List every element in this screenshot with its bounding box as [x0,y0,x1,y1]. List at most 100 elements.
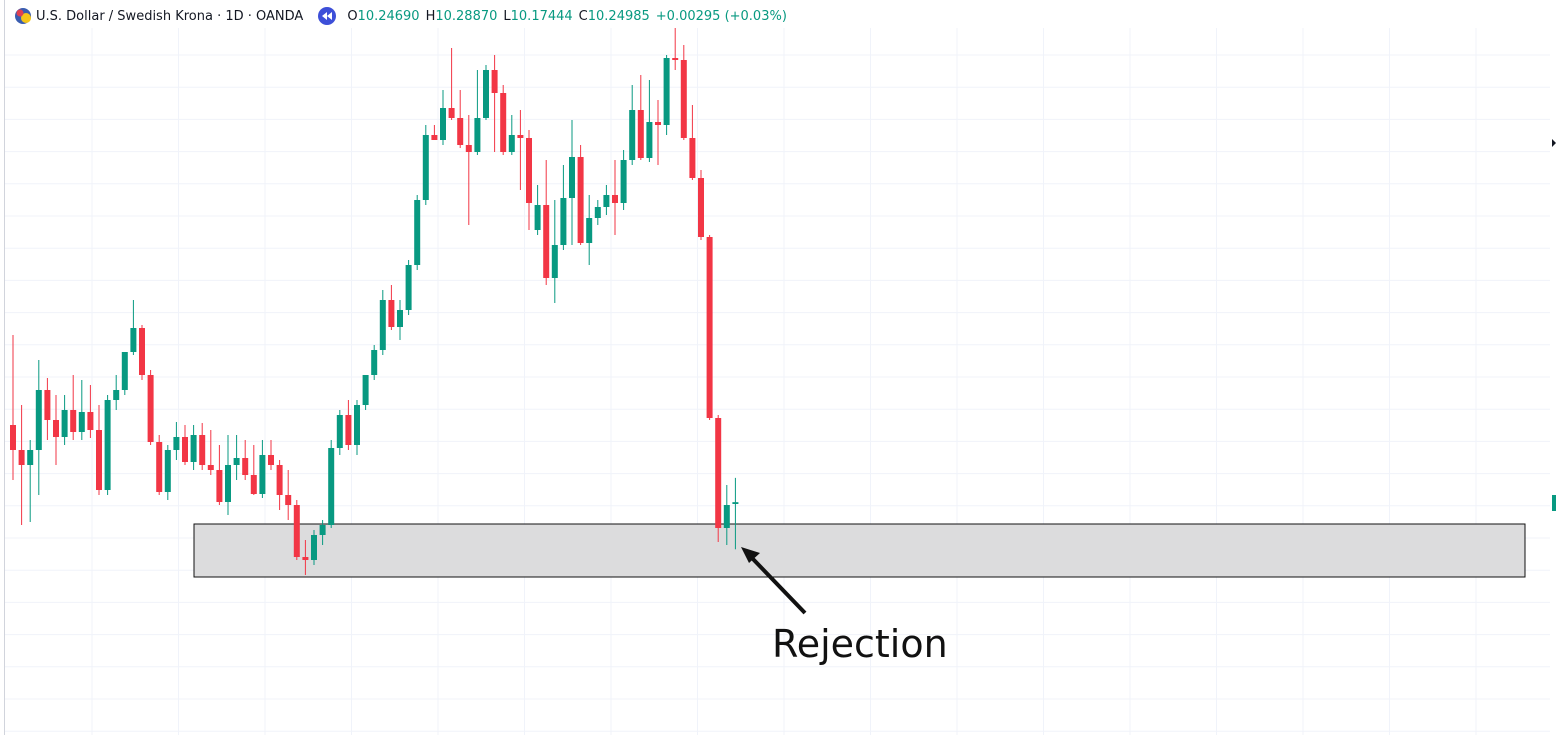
candle-body [61,410,68,437]
candle-body [483,70,489,118]
header: U.S. Dollar / Swedish Krona · 1D · OANDA… [14,6,787,26]
candle-body [603,195,610,207]
candle-body [448,108,455,118]
candle-body [250,475,257,494]
candle-body [491,70,498,93]
candle-body [207,465,214,470]
candle-body [104,400,111,490]
candle-body [10,425,16,450]
legend-value: 10.24690 [357,8,420,24]
candle-body [199,435,206,465]
candle-body [612,195,618,203]
candle-body [560,198,567,245]
candle-body [130,328,137,352]
candle-body [569,157,575,198]
candle-body [87,412,94,430]
arrow-head [741,547,760,563]
candle-body [440,108,446,140]
candle-body [164,450,171,492]
candle-body [216,470,223,502]
candle-body [233,458,240,465]
legend-key: H [425,8,436,24]
candle-body [414,200,421,265]
candle-body [457,118,464,145]
candle-body [689,138,696,178]
candle-body [53,420,59,437]
candle-body [543,205,550,278]
candle-body [706,237,713,418]
candle-body [78,412,85,432]
candle-body [182,437,188,462]
candle-body [732,502,739,504]
candle-body [70,410,77,432]
candles [10,28,739,575]
candle-body [44,390,51,420]
candle-body [646,122,653,158]
candle-body [405,265,412,310]
candle-body [302,557,309,560]
candle-body [680,60,687,138]
candle-body [508,135,515,152]
candle-body [465,145,472,152]
candle-body [586,218,593,243]
candle-body [637,110,644,158]
legend-key: C [578,8,588,24]
candle-body [18,450,25,465]
legend-key: O [347,8,358,24]
candle-body [431,135,438,140]
candle-body [139,328,145,375]
legend-key: L [503,8,511,24]
candle-body [285,495,292,505]
symbol-title: U.S. Dollar / Swedish Krona · 1D · OANDA [36,8,304,24]
candle-body [293,505,300,557]
candle-body [620,160,627,203]
candle-body [577,157,584,243]
candle-body [96,430,102,490]
candle-body [397,310,403,327]
change: +0.00295 (+0.03%) [655,8,787,24]
candle-body [156,442,163,492]
candle-body [173,437,180,450]
annotation: Rejection [772,622,948,666]
candle-body [715,418,722,528]
arrow-shaft [750,556,807,615]
candle-body [121,352,128,390]
candle-body [379,300,386,350]
legend-value: 10.17444 [510,8,573,24]
candle-body [328,448,335,525]
replay-button[interactable] [317,6,337,26]
candle-body [362,375,369,405]
candle-body [663,58,670,125]
flag-icon [15,8,31,24]
candle-body [345,415,352,445]
candle-body [27,450,34,465]
candle-body [517,135,524,138]
candle-body [474,118,481,152]
candle-body [594,207,601,218]
candle-body [35,390,42,450]
candle-body [319,525,326,535]
candle-body [723,505,730,528]
support-zone [193,523,1526,578]
candle-body [268,455,274,465]
candle-body [629,110,636,160]
candle-body [242,458,249,475]
candle-body [534,205,541,230]
legend-value: 10.28870 [435,8,498,24]
candle-body [526,138,532,203]
candle-body [311,535,317,560]
candle-body [371,350,378,375]
candle-body [190,435,197,462]
candle-body [500,93,507,152]
price-tag [1552,495,1556,511]
legend-value: 10.24985 [587,8,650,24]
scale-marker [1552,139,1556,147]
candle-body [336,415,343,448]
candle-body [422,135,429,200]
candle-body [672,58,679,60]
candle-body [698,178,704,237]
candle-body [655,122,661,125]
grid [5,28,1550,735]
